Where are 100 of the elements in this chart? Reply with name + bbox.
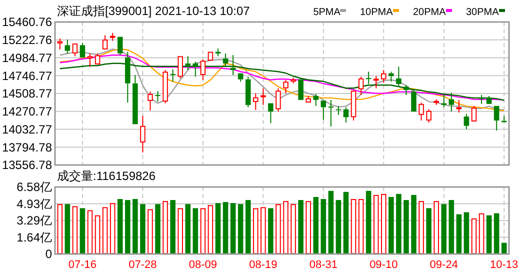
bar (222, 202, 228, 254)
bar (72, 206, 78, 254)
bar (290, 204, 296, 254)
candlestick (306, 95, 311, 103)
y-tick-label: 14746.77 (2, 68, 52, 83)
bar (200, 208, 206, 254)
y-tick-label: 14270.77 (2, 104, 52, 119)
y-tick-label: 14032.77 (2, 122, 52, 136)
bar (276, 204, 281, 254)
x-tick-label: 09-10 (370, 259, 398, 271)
bar (486, 215, 492, 254)
bar (192, 208, 198, 254)
bar (373, 194, 379, 254)
candlestick (268, 103, 274, 124)
bar (448, 200, 454, 254)
candlestick (64, 39, 70, 54)
candlestick (313, 94, 319, 106)
bar (366, 190, 372, 254)
bar (125, 200, 130, 254)
bar (268, 208, 274, 254)
bar (313, 196, 319, 254)
y-tick-label: 1.64亿 (16, 230, 52, 244)
bar (148, 209, 153, 254)
bar (418, 201, 424, 254)
bar (358, 199, 364, 254)
y-tick-label: 6.58亿 (16, 180, 52, 194)
legend-label: 5PMA (313, 7, 341, 18)
bar (350, 199, 356, 254)
x-tick-label: 08-31 (309, 259, 338, 271)
bar (155, 204, 160, 254)
bar (404, 200, 409, 254)
bar (388, 196, 394, 254)
bar (434, 201, 439, 254)
bar (464, 212, 470, 254)
candlestick (208, 52, 214, 61)
y-tick-label: 4.93亿 (16, 197, 52, 211)
bar (64, 204, 70, 254)
candlestick (155, 90, 160, 102)
bar (94, 215, 100, 254)
bar (57, 204, 63, 254)
bar (185, 204, 191, 254)
bar (132, 199, 138, 254)
candlestick (140, 115, 146, 153)
bar (102, 207, 108, 254)
chart-title: 深证成指[399001] 2021-10-13 10:07 (57, 4, 250, 18)
y-tick-label: 13556.78 (2, 158, 52, 172)
bar (170, 200, 176, 254)
bar (245, 200, 251, 254)
bar (283, 201, 288, 254)
bar (494, 213, 500, 254)
bar (117, 199, 123, 254)
x-tick-label: 08-09 (188, 259, 218, 271)
y-tick-label: 14508.77 (2, 86, 52, 101)
candlestick (478, 94, 484, 104)
bar (208, 205, 214, 254)
bar (336, 200, 342, 254)
x-tick-label: 09-24 (430, 259, 458, 271)
candlestick (185, 56, 191, 71)
y-tick-label: 0 (45, 247, 52, 262)
bar (306, 201, 311, 254)
bar (80, 208, 86, 254)
bar (178, 208, 183, 254)
candlestick (320, 100, 326, 120)
candlestick (388, 71, 394, 82)
candlestick (298, 79, 304, 100)
bar (478, 213, 484, 254)
candlestick (148, 91, 153, 112)
bar (238, 204, 244, 254)
legend-label: 10PMA (360, 7, 394, 18)
y-tick-label: 14984.77 (2, 50, 52, 65)
candlestick (132, 74, 138, 124)
bar (381, 194, 386, 254)
candlestick (102, 34, 108, 50)
bar (87, 210, 93, 254)
chart-title: 成交量:116159826 (57, 169, 156, 183)
candlestick (222, 52, 228, 68)
bar (320, 199, 326, 254)
legend-label: 20PMA (413, 7, 446, 18)
bar (441, 204, 447, 254)
candlestick (494, 106, 500, 132)
candlestick (170, 68, 176, 82)
bar (260, 207, 266, 254)
y-tick-label: 13794.78 (2, 140, 52, 154)
bar (328, 190, 334, 254)
x-tick-label: 07-16 (68, 259, 97, 271)
bar (343, 192, 349, 254)
candlestick (336, 105, 342, 116)
candlestick (396, 66, 402, 88)
candlestick (125, 51, 130, 104)
bar (162, 201, 168, 254)
candlestick (350, 90, 356, 122)
bar (396, 194, 402, 254)
bar (230, 203, 236, 254)
bar (253, 208, 258, 254)
y-tick-label: 15222.76 (2, 33, 52, 48)
bar (426, 208, 432, 254)
x-tick-label: 08-19 (249, 259, 278, 271)
bar (411, 194, 416, 254)
bar (110, 203, 116, 254)
bar (298, 200, 304, 254)
